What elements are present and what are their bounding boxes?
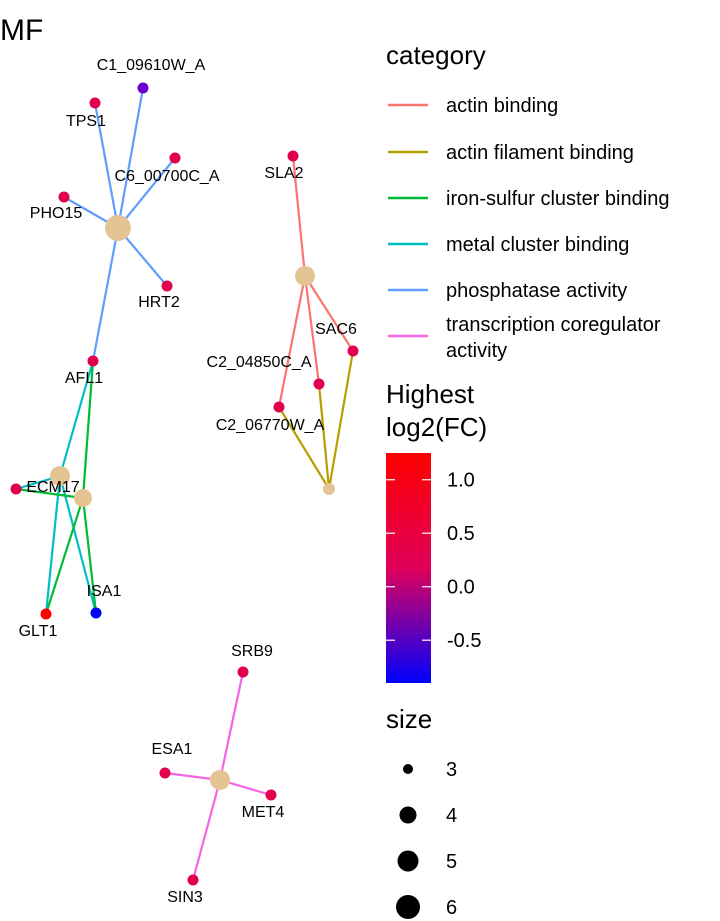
- gene-node-met4: [265, 789, 277, 801]
- legend-label: actin filament binding: [446, 142, 634, 164]
- edge-h_metal-isa1: [58, 475, 98, 614]
- color-legend-title-line1: Highest: [386, 379, 475, 409]
- size-key-dot: [396, 895, 420, 919]
- category-legend-title: category: [386, 40, 486, 70]
- gene-node-hrt2: [161, 280, 173, 292]
- network-edges: [15, 87, 355, 881]
- gene-node-tps1: [89, 97, 101, 109]
- gene-label: C2_06770W_A: [216, 417, 325, 434]
- edge-h_fil-sac6: [327, 350, 355, 490]
- gene-label: GLT1: [19, 623, 58, 640]
- color-legend-title-line2: log2(FC): [386, 412, 487, 442]
- gene-label: C2_04850C_A: [207, 354, 312, 371]
- colorbar-tick-label: 0.5: [447, 523, 475, 545]
- gene-node-sin3: [187, 874, 199, 886]
- edge-h_phos-c6_00700c_a: [117, 157, 176, 229]
- network-nodes: [10, 82, 359, 886]
- colorbar-tick-label: 1.0: [447, 470, 475, 492]
- gene-label: AFL1: [65, 370, 103, 387]
- gene-node-c6_00700c_a: [169, 152, 181, 164]
- legend-label: metal cluster binding: [446, 234, 629, 256]
- edge-h_actin-sac6: [304, 275, 354, 352]
- edge-h_actin-c2_04850c_a: [303, 275, 321, 385]
- gene-label: ESA1: [152, 741, 193, 758]
- gene-label: PHO15: [30, 205, 83, 222]
- category-node: [50, 466, 70, 486]
- size-key-label: 6: [446, 897, 457, 919]
- category-node: [323, 483, 335, 495]
- legend-label: actin binding: [446, 95, 558, 117]
- gene-node-sac6: [347, 345, 359, 357]
- legend-label: phosphatase activity: [446, 280, 627, 302]
- legend-label: transcription coregulator activity: [446, 314, 661, 362]
- category-node: [295, 266, 315, 286]
- edge-h_actin-sla2: [291, 155, 307, 277]
- gene-label: TPS1: [66, 113, 106, 130]
- gene-label: SRB9: [231, 643, 273, 660]
- edge-h_iron-ecm17: [15, 487, 84, 500]
- size-key-dot: [397, 850, 419, 872]
- gene-node-isa1: [90, 607, 102, 619]
- network-labels: C1_09610W_A TPS1 C6_00700C_A PHO15 HRT2 AFL1 E…: [19, 57, 357, 906]
- edge-h_metal-glt1: [44, 475, 62, 615]
- colorbar-tick-label: -0.5: [447, 630, 481, 652]
- gene-node-c2_06770w_a: [273, 401, 285, 413]
- size-legend: size 3 4 5 6: [386, 704, 457, 919]
- size-key-dot: [403, 764, 413, 774]
- color-legend: Highest log2(FC) 1.0 0.5 0.0 -0.5: [386, 379, 487, 683]
- gene-label: ISA1: [87, 583, 122, 600]
- plot-title: MF: [0, 14, 43, 47]
- edge-h_phos-tps1: [93, 102, 120, 229]
- gene-node-ecm17: [10, 483, 22, 495]
- gene-node-pho15: [58, 191, 70, 203]
- edge-h_iron-afl1: [81, 360, 95, 499]
- gene-label: SAC6: [315, 321, 357, 338]
- gene-node-srb9: [237, 666, 249, 678]
- category-node: [210, 770, 230, 790]
- gene-label: SLA2: [264, 165, 303, 182]
- edge-h_phos-c1_09610w_a: [116, 87, 145, 229]
- gene-label: C6_00700C_A: [115, 168, 220, 185]
- edge-h_fil-c2_04850c_a: [317, 383, 331, 490]
- edge-h_phos-afl1: [91, 227, 120, 362]
- edge-h_iron-isa1: [81, 497, 98, 614]
- category-node: [74, 489, 92, 507]
- size-key-label: 4: [446, 805, 457, 827]
- gene-label: ECM17: [26, 479, 79, 496]
- gene-node-esa1: [159, 767, 171, 779]
- gene-node-c1_09610w_a: [137, 82, 149, 94]
- gene-label: SIN3: [167, 889, 203, 906]
- gene-node-c2_04850c_a: [313, 378, 325, 390]
- edge-h_actin-c2_06770w_a: [277, 275, 307, 408]
- gene-label: HRT2: [138, 294, 180, 311]
- edge-h_tc-sin3: [191, 779, 222, 881]
- edge-h_fil-c2_06770w_a: [278, 406, 330, 490]
- edge-h_iron-glt1: [44, 497, 85, 615]
- size-key-label: 3: [446, 759, 457, 781]
- category-node: [105, 215, 131, 241]
- colorbar: [386, 453, 431, 683]
- edge-h_tc-srb9: [218, 671, 245, 781]
- legend-label: iron-sulfur cluster binding: [446, 188, 669, 210]
- gene-label: C1_09610W_A: [97, 57, 206, 74]
- size-key-label: 5: [446, 851, 457, 873]
- gene-node-afl1: [87, 355, 99, 367]
- size-key-dot: [399, 806, 417, 824]
- gene-label: MET4: [242, 804, 285, 821]
- size-legend-title: size: [386, 704, 432, 734]
- gene-node-sla2: [287, 150, 299, 162]
- gene-node-glt1: [40, 608, 52, 620]
- colorbar-tick-label: 0.0: [447, 577, 475, 599]
- category-legend: category actin binding actin filament bin…: [386, 40, 669, 362]
- edge-h_metal-afl1: [58, 360, 95, 477]
